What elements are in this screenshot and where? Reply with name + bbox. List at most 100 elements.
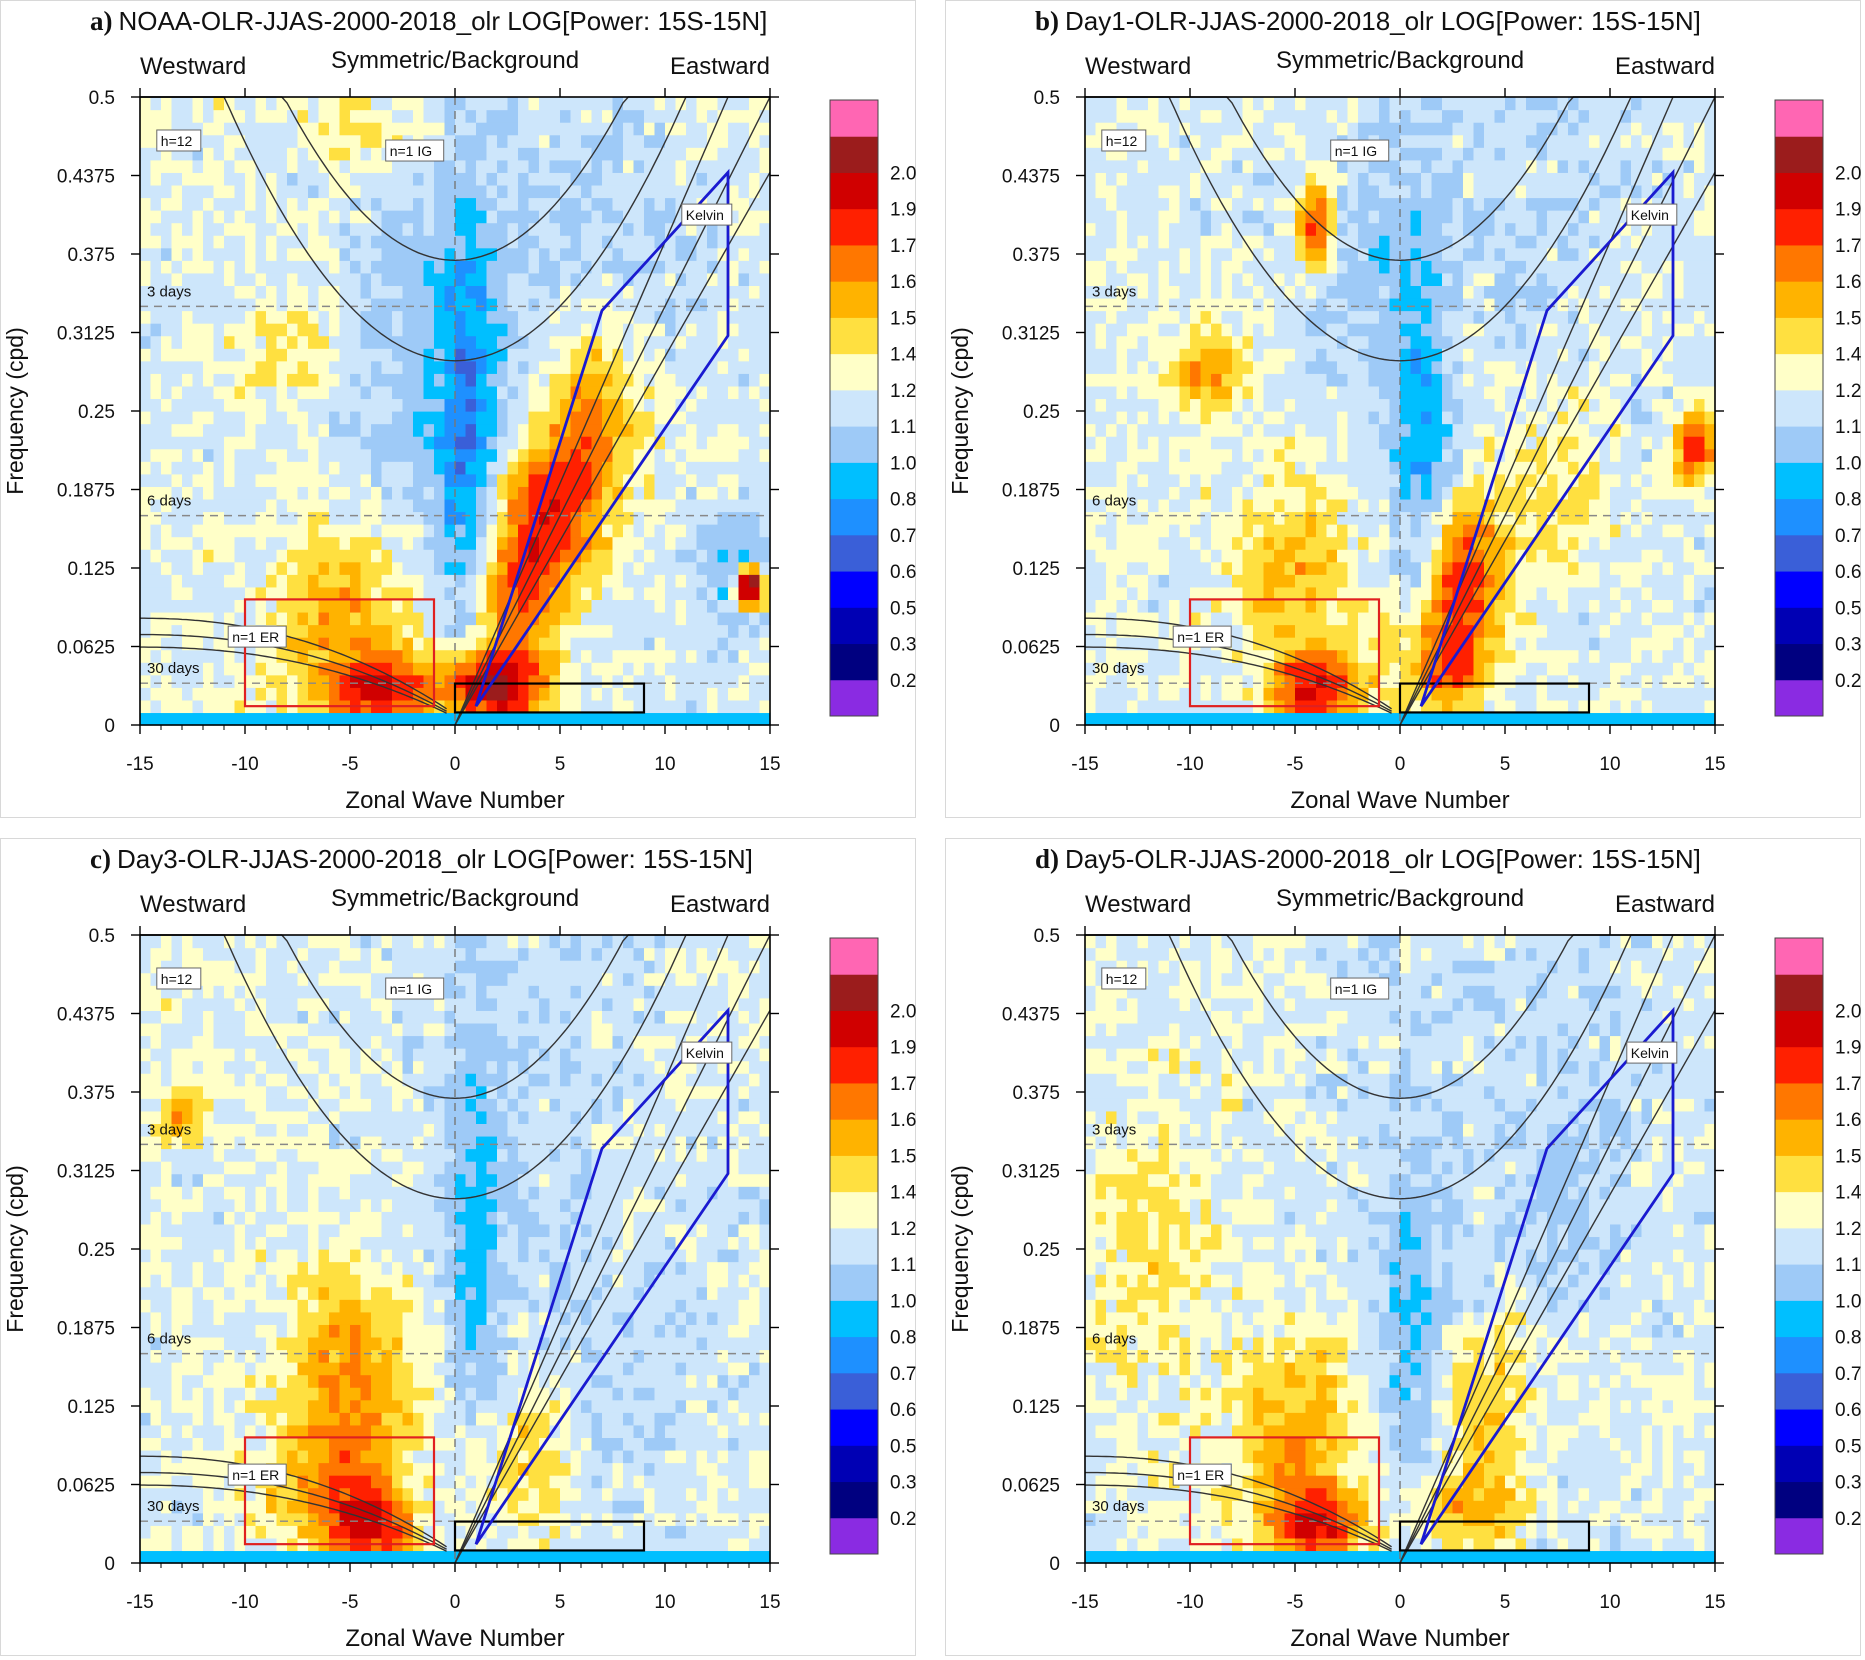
power-cell	[192, 373, 204, 387]
power-cell	[1326, 335, 1338, 349]
power-cell	[308, 360, 320, 374]
power-cell	[675, 586, 687, 600]
power-cell	[539, 109, 551, 123]
power-cell	[1106, 122, 1118, 136]
power-cell	[444, 360, 456, 374]
power-cell	[633, 624, 645, 638]
power-cell	[1379, 109, 1391, 123]
power-cell	[1358, 159, 1370, 173]
power-cell	[749, 109, 761, 123]
power-cell	[1179, 134, 1191, 148]
colorbar-swatch	[830, 571, 878, 608]
power-cell	[213, 360, 225, 374]
power-cell	[339, 134, 351, 148]
power-cell	[402, 323, 414, 337]
power-cell	[602, 197, 614, 211]
power-cell	[444, 699, 456, 714]
power-cell	[1221, 197, 1233, 211]
power-cell	[1211, 323, 1223, 337]
power-cell	[686, 260, 698, 274]
power-cell	[413, 687, 425, 701]
power-cell	[1284, 486, 1296, 500]
power-cell	[1169, 348, 1181, 362]
power-cell	[507, 536, 519, 550]
y-tick-label: 0.25	[78, 402, 115, 423]
power-cell	[1305, 574, 1317, 588]
power-cell	[392, 662, 404, 676]
power-cell	[602, 210, 614, 224]
power-cell	[665, 448, 677, 462]
power-cell	[686, 712, 698, 726]
power-cell	[276, 247, 288, 261]
power-cell	[696, 385, 708, 400]
power-cell	[728, 561, 740, 575]
power-cell	[402, 411, 414, 425]
power-cell	[675, 498, 687, 513]
power-cell	[1358, 624, 1370, 638]
power-cell	[1326, 97, 1338, 111]
power-cell	[528, 461, 540, 475]
power-cell	[182, 586, 194, 600]
power-cell	[1389, 172, 1401, 186]
power-cell	[1095, 260, 1107, 274]
power-cell	[1106, 247, 1118, 261]
power-cell	[1137, 461, 1149, 475]
power-cell	[1400, 122, 1412, 136]
power-cell	[539, 310, 551, 324]
power-cell	[1148, 184, 1160, 199]
power-cell	[1158, 235, 1170, 249]
power-cell	[413, 436, 425, 450]
power-cell	[654, 197, 666, 211]
power-cell	[1421, 285, 1433, 299]
power-cell	[444, 461, 456, 475]
power-cell	[1431, 310, 1443, 324]
power-cell	[665, 172, 677, 186]
power-cell	[402, 498, 414, 513]
power-cell	[749, 586, 761, 600]
power-cell	[1284, 184, 1296, 199]
power-cell	[192, 549, 204, 563]
power-cell	[518, 586, 530, 600]
power-cell	[1137, 611, 1149, 626]
power-cell	[1358, 172, 1370, 186]
power-cell	[276, 373, 288, 387]
power-cell	[1221, 373, 1233, 387]
power-cell	[1431, 348, 1443, 362]
power-cell	[560, 461, 572, 475]
power-cell	[381, 184, 393, 199]
power-cell	[140, 662, 152, 676]
power-cell	[1400, 197, 1412, 211]
power-cell	[234, 247, 246, 261]
power-cell	[738, 624, 750, 638]
power-cell	[1431, 134, 1443, 148]
power-cell	[759, 222, 771, 236]
power-cell	[1347, 323, 1359, 337]
power-cell	[560, 310, 572, 324]
power-cell	[717, 323, 729, 337]
power-cell	[434, 498, 446, 513]
power-cell	[140, 184, 152, 199]
power-cell	[318, 348, 330, 362]
power-cell	[686, 285, 698, 299]
power-cell	[1106, 385, 1118, 400]
power-cell	[1095, 586, 1107, 600]
power-cell	[224, 385, 236, 400]
power-cell	[308, 247, 320, 261]
power-cell	[696, 109, 708, 123]
power-cell	[1116, 184, 1128, 199]
power-cell	[570, 473, 582, 487]
power-cell	[1106, 360, 1118, 374]
power-cell	[150, 448, 162, 462]
power-cell	[1337, 448, 1349, 462]
power-cell	[1463, 222, 1475, 236]
power-cell	[434, 486, 446, 500]
power-cell	[1284, 147, 1296, 161]
power-cell	[1148, 699, 1160, 714]
power-cell	[1200, 524, 1212, 538]
power-cell	[1337, 122, 1349, 136]
power-cell	[549, 272, 561, 286]
power-cell	[171, 310, 183, 324]
power-cell	[1347, 674, 1359, 688]
power-cell	[1337, 586, 1349, 600]
power-cell	[1148, 662, 1160, 676]
